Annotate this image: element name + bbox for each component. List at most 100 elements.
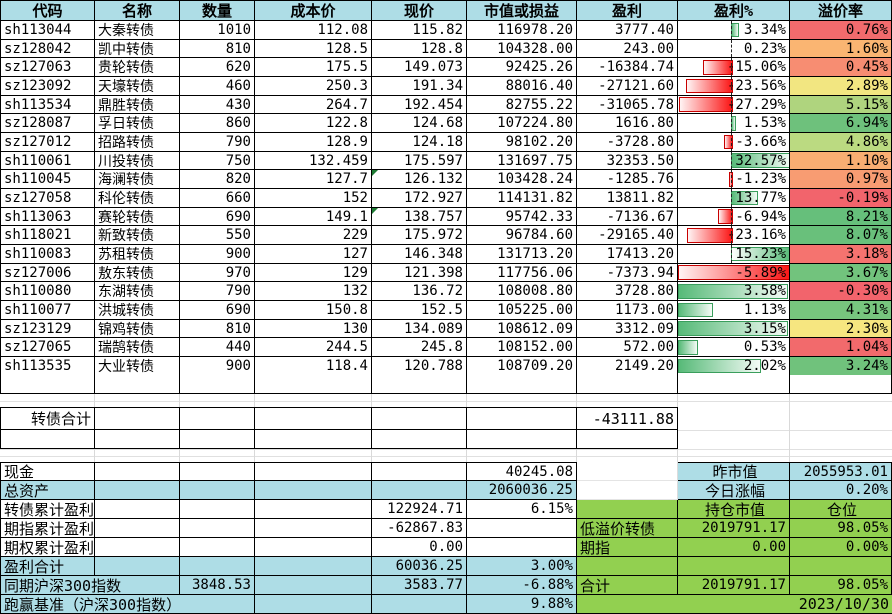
cell-premium-rate[interactable]: 4.31% — [790, 301, 892, 320]
cell-current-price[interactable]: 175.597 — [372, 151, 467, 171]
cell-profit-pct[interactable]: 32.57% — [678, 151, 790, 171]
cell-name[interactable]: 苏租转债 — [95, 245, 180, 264]
cell-code[interactable]: sh110045 — [1, 170, 95, 190]
cell-market-value[interactable]: 108152.00 — [467, 338, 577, 358]
cell-cost-price[interactable]: 127.7 — [255, 170, 372, 190]
empty-cell[interactable] — [255, 557, 372, 576]
cell-name[interactable]: 洪城转债 — [95, 301, 180, 320]
cell-premium-rate[interactable]: 1.60% — [790, 39, 892, 59]
empty-cell[interactable] — [255, 430, 372, 449]
cell-current-price[interactable]: 172.927 — [372, 189, 467, 208]
empty-cell[interactable] — [372, 408, 467, 430]
cell-quantity[interactable]: 810 — [180, 319, 255, 339]
cell-profit-pct[interactable]: 15.23% — [678, 245, 790, 264]
cell-profit[interactable]: -27121.60 — [577, 77, 678, 96]
empty-cell[interactable] — [255, 595, 372, 614]
empty-cell[interactable] — [255, 538, 372, 557]
bond-cum-profit-label[interactable]: 转债累计盈利 — [1, 500, 95, 519]
position-header[interactable]: 仓位 — [790, 500, 892, 519]
cell-name[interactable]: 孚日转债 — [95, 114, 180, 134]
low-premium-bond-label[interactable]: 低溢价转债 — [577, 519, 678, 538]
empty-cell[interactable] — [678, 375, 790, 394]
cell-market-value[interactable]: 104328.00 — [467, 39, 577, 59]
cell-market-value[interactable]: 96784.60 — [467, 226, 577, 246]
cell-cost-price[interactable]: 128.5 — [255, 39, 372, 59]
cell-quantity[interactable]: 860 — [180, 114, 255, 134]
cell-name[interactable]: 锦鸡转债 — [95, 319, 180, 339]
cell-code[interactable]: sh113535 — [1, 357, 95, 376]
cell-premium-rate[interactable]: 4.86% — [790, 133, 892, 152]
cell-premium-rate[interactable]: 0.45% — [790, 58, 892, 78]
today-change-label[interactable]: 今日涨幅 — [678, 481, 790, 500]
empty-cell[interactable] — [577, 375, 678, 394]
profit-total-pct[interactable]: 3.00% — [467, 557, 577, 576]
empty-cell[interactable] — [255, 481, 372, 500]
cell-cost-price[interactable]: 229 — [255, 226, 372, 246]
cell-premium-rate[interactable]: 0.97% — [790, 170, 892, 190]
cell-cost-price[interactable]: 112.08 — [255, 21, 372, 40]
cell-quantity[interactable]: 550 — [180, 226, 255, 246]
cell-market-value[interactable]: 117756.06 — [467, 263, 577, 283]
cell-premium-rate[interactable]: 0.76% — [790, 21, 892, 40]
empty-cell[interactable] — [95, 538, 180, 557]
cell-cost-price[interactable]: 244.5 — [255, 338, 372, 358]
cell-name[interactable]: 新致转债 — [95, 226, 180, 246]
cell-code[interactable]: sz127012 — [1, 133, 95, 152]
bond-cum-profit-pct[interactable]: 6.15% — [467, 500, 577, 519]
profit-total-value[interactable]: 60036.25 — [372, 557, 467, 576]
cell-profit[interactable]: 572.00 — [577, 338, 678, 358]
cell-code[interactable]: sz128042 — [1, 39, 95, 59]
empty-cell[interactable] — [678, 557, 790, 576]
cell-quantity[interactable]: 970 — [180, 263, 255, 283]
cell-quantity[interactable]: 440 — [180, 338, 255, 358]
cell-current-price[interactable]: 175.972 — [372, 226, 467, 246]
cell-profit[interactable]: 1616.80 — [577, 114, 678, 134]
empty-cell[interactable] — [372, 375, 467, 394]
cell-current-price[interactable]: 191.34 — [372, 77, 467, 96]
cell-market-value[interactable]: 116978.20 — [467, 21, 577, 40]
cell-quantity[interactable]: 790 — [180, 133, 255, 152]
empty-cell[interactable] — [180, 557, 255, 576]
bond-total-profit[interactable]: -43111.88 — [577, 408, 678, 430]
empty-cell[interactable] — [95, 408, 180, 430]
cell-cost-price[interactable]: 129 — [255, 263, 372, 283]
empty-cell[interactable] — [180, 462, 255, 481]
cell-market-value[interactable]: 88016.40 — [467, 77, 577, 96]
cell-current-price[interactable]: 128.8 — [372, 39, 467, 59]
cell-profit[interactable]: 13811.82 — [577, 189, 678, 208]
cell-code[interactable]: sh113534 — [1, 95, 95, 115]
cell-current-price[interactable]: 134.089 — [372, 319, 467, 339]
today-change-value[interactable]: 0.20% — [790, 481, 892, 500]
cell-current-price[interactable]: 146.348 — [372, 245, 467, 264]
benchmark-pct[interactable]: 9.88% — [467, 595, 577, 614]
cell-market-value[interactable]: 107224.80 — [467, 114, 577, 134]
empty-cell[interactable] — [790, 375, 892, 394]
cell-name[interactable]: 东湖转债 — [95, 282, 180, 302]
cell-code[interactable]: sz127006 — [1, 263, 95, 283]
empty-cell[interactable] — [790, 557, 892, 576]
cell-cost-price[interactable]: 175.5 — [255, 58, 372, 78]
cell-premium-rate[interactable]: -0.19% — [790, 189, 892, 208]
futures-panel-pct[interactable]: 0.00% — [790, 538, 892, 557]
cell-profit-pct[interactable]: 1.53% — [678, 114, 790, 134]
cell-current-price[interactable]: 136.72 — [372, 282, 467, 302]
cell-profit[interactable]: 32353.50 — [577, 151, 678, 171]
benchmark-label[interactable]: 跑赢基准（沪深300指数） — [1, 595, 255, 614]
cell-profit[interactable]: 3777.40 — [577, 21, 678, 40]
cell-profit[interactable]: -1285.76 — [577, 170, 678, 190]
cell-name[interactable]: 招路转债 — [95, 133, 180, 152]
cell-code[interactable]: sz127065 — [1, 338, 95, 358]
cell-name[interactable]: 大业转债 — [95, 357, 180, 376]
cell-cost-price[interactable]: 118.4 — [255, 357, 372, 376]
cell-premium-rate[interactable]: 1.04% — [790, 338, 892, 358]
cell-cost-price[interactable]: 132.459 — [255, 151, 372, 171]
cell-market-value[interactable]: 108612.09 — [467, 319, 577, 339]
cell-market-value[interactable]: 82755.22 — [467, 95, 577, 115]
empty-cell[interactable] — [180, 500, 255, 519]
cell-cost-price[interactable]: 127 — [255, 245, 372, 264]
cell-code[interactable]: sh110080 — [1, 282, 95, 302]
panel-total-value[interactable]: 2019791.17 — [678, 576, 790, 595]
cell-name[interactable]: 川投转债 — [95, 151, 180, 171]
empty-cell[interactable] — [577, 500, 678, 519]
empty-cell[interactable] — [255, 408, 372, 430]
